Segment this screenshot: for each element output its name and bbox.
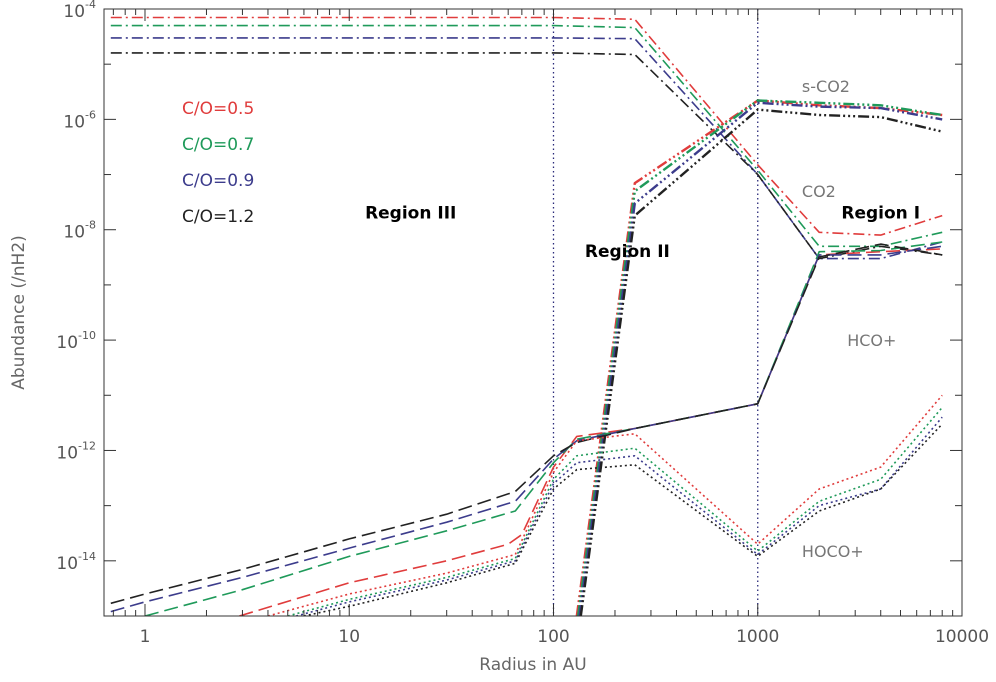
x-tick-label: 10	[338, 627, 360, 647]
x-tick-label: 100	[537, 627, 569, 647]
y-tick-label: 10-6	[63, 108, 96, 132]
legend-entry: C/O=0.5	[182, 99, 254, 119]
series-co2-co-0.7	[576, 99, 943, 616]
series-co2-co-0.9	[578, 101, 943, 616]
species-label: CO2	[802, 182, 836, 201]
series-co2-co-1.2	[579, 108, 943, 616]
y-tick-label: 10-8	[63, 219, 96, 243]
x-tick-label: 1	[140, 627, 151, 647]
series-hco-co-0.7	[144, 241, 943, 616]
y-axis-label: Abundance (/nH2)	[9, 235, 29, 390]
x-axis-label: Radius in AU	[479, 655, 586, 675]
x-tick-label: 1000	[736, 627, 779, 647]
legend-entry: C/O=0.9	[182, 171, 254, 191]
y-tick-label: 10-12	[56, 439, 96, 463]
species-label: s-CO2	[802, 77, 850, 96]
y-tick-label: 10-10	[56, 329, 96, 353]
species-label: HOCO+	[802, 542, 864, 561]
series-hoco-co-0.9	[295, 416, 943, 616]
y-tick-label: 10-4	[63, 0, 96, 22]
series-sco2-co-1.2	[110, 52, 943, 260]
series-hco-co-1.2	[110, 243, 943, 605]
series-lines	[110, 16, 943, 616]
series-hoco-co-0.5	[267, 394, 943, 616]
series-hoco-co-0.7	[287, 406, 943, 616]
region-label: Region II	[585, 242, 670, 262]
chart-text: 1 10 100 1000 10000 10-14 10-12 10-10 10-8 10-6 10…	[9, 0, 989, 675]
x-tick-label: 10000	[935, 627, 989, 647]
series-hoco-co-1.2	[303, 423, 943, 616]
series-hco-co-0.9	[110, 245, 943, 613]
region-label: Region I	[841, 203, 920, 223]
species-label: HCO+	[847, 331, 896, 350]
series-sco2-co-0.5	[110, 16, 943, 236]
plot-frame	[103, 8, 963, 617]
series-sco2-co-0.9	[110, 37, 943, 260]
region-label: Region III	[365, 203, 456, 223]
axis-ticks	[104, 8, 963, 617]
y-tick-label: 10-14	[56, 550, 96, 574]
legend-entry: C/O=0.7	[182, 135, 254, 155]
legend-entry: C/O=1.2	[182, 207, 254, 227]
vertical-marker-lines	[552, 9, 759, 616]
